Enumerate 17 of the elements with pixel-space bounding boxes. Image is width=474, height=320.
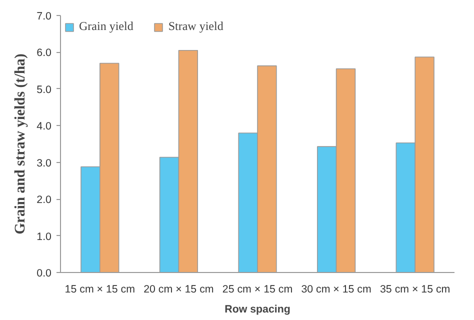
y-axis-title: Grain and straw yields (t/ha) [12,53,29,234]
legend-label: Grain yield [79,19,134,34]
legend-label: Straw yield [168,19,224,34]
y-tick-label: 3.0 [36,157,52,170]
x-tick-label: 30 cm × 15 cm [301,284,372,296]
y-tick-label: 7.0 [36,10,52,22]
x-tick-label: 35 cm × 15 cm [380,284,450,296]
x-axis-title: Row spacing [224,304,290,316]
y-tick-label: 0.0 [36,268,52,280]
x-tick-label: 15 cm × 15 cm [64,284,136,296]
y-tick-label: 2.0 [36,194,52,206]
y-tick-label: 5.0 [36,84,52,96]
y-tick-label: 6.0 [36,47,52,60]
x-tick-label: 25 cm × 15 cm [222,284,293,296]
y-tick-label: 1.0 [36,230,52,243]
y-tick-label: 4.0 [36,120,52,133]
x-tick-label: 20 cm × 15 cm [144,284,214,296]
